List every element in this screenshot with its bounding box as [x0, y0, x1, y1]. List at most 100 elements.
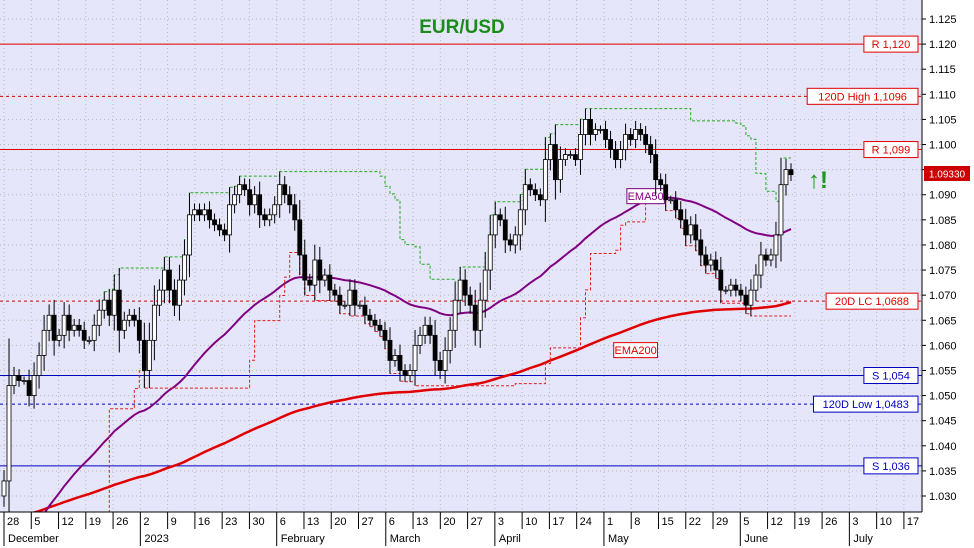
- candle-body: [156, 289, 162, 306]
- level-label-box: [863, 366, 919, 384]
- candle-body: [96, 309, 102, 326]
- candle-body: [126, 314, 132, 321]
- candle-body: [252, 194, 258, 206]
- candle-body: [202, 209, 207, 216]
- last-price-label: 1.09330: [929, 170, 966, 181]
- candle-body: [763, 254, 769, 261]
- candle-body: [653, 154, 659, 181]
- candle-body: [232, 194, 237, 206]
- candle-body: [242, 184, 248, 191]
- candle-body: [1, 480, 7, 497]
- candle-body: [638, 129, 644, 135]
- candle-body: [312, 259, 318, 286]
- chart-title: EUR/USD: [419, 17, 505, 38]
- candle-body: [51, 314, 57, 341]
- candle-body: [467, 294, 473, 306]
- candle-body: [392, 355, 398, 361]
- candle-body: [768, 254, 774, 261]
- level-lines: [0, 43, 922, 467]
- candle-body: [507, 239, 513, 246]
- candle-body: [432, 334, 438, 361]
- candle-body: [753, 274, 759, 291]
- plot-background: [0, 0, 922, 512]
- candle-body: [106, 299, 112, 316]
- x-axis: 28 5 12 19 26 2 9 16 23 30 6 13 20 27 6 13 20 27 3 10 17 24 1 8…: [0, 511, 922, 548]
- x-tick-label: 6: [280, 516, 286, 528]
- candle-body: [492, 214, 498, 236]
- candle-body: [387, 339, 393, 361]
- candle-body: [688, 224, 694, 236]
- candle-body: [588, 119, 593, 135]
- y-tick-label: 1.085: [929, 215, 957, 227]
- x-tick-label: 27: [471, 516, 483, 528]
- candle-body: [262, 214, 268, 221]
- candle-body: [327, 274, 333, 291]
- candle-body: [307, 279, 313, 286]
- candle-body: [337, 294, 343, 306]
- x-tick-label: 30: [252, 516, 264, 528]
- x-tick-label: 2: [143, 516, 149, 528]
- candle-body: [558, 159, 563, 181]
- candle-body: [237, 184, 242, 196]
- candle-body: [317, 259, 323, 281]
- candle-body: [678, 209, 684, 221]
- month-label: May: [608, 533, 629, 545]
- candle-body: [778, 184, 784, 236]
- candle-body: [212, 219, 217, 226]
- candle-body: [683, 219, 689, 236]
- candle-body: [101, 299, 107, 311]
- y-tick-label: 1.050: [929, 391, 957, 403]
- level-label: S 1,054: [872, 370, 910, 382]
- candle-body: [472, 304, 478, 331]
- candle-body: [257, 194, 263, 216]
- candle-body: [81, 329, 87, 341]
- candle-body: [568, 154, 573, 156]
- y-tick-label: 1.115: [929, 64, 956, 76]
- candle-body: [141, 339, 147, 371]
- candle-body: [352, 289, 358, 306]
- candle-body: [553, 144, 558, 181]
- x-tick-label: 20: [443, 516, 455, 528]
- x-tick-label: 26: [116, 516, 128, 528]
- candle-body: [542, 159, 548, 201]
- candle-body: [783, 169, 789, 186]
- candle-body: [417, 334, 423, 346]
- candle-body: [357, 304, 363, 307]
- x-tick-label: 28: [7, 516, 19, 528]
- candle-body: [407, 370, 413, 376]
- candle-body: [693, 224, 699, 241]
- candle-body: [76, 324, 82, 331]
- y-tick-label: 1.100: [929, 140, 957, 152]
- month-label: 2023: [144, 533, 168, 545]
- month-label: December: [8, 533, 59, 545]
- candle-body: [322, 274, 328, 281]
- candle-body: [573, 154, 578, 160]
- y-tick-label: 1.070: [929, 290, 957, 302]
- level-label: 20D LC 1,0688: [835, 296, 909, 308]
- y-tick-label: 1.075: [929, 265, 957, 277]
- candle-body: [342, 304, 348, 307]
- candle-body: [31, 375, 37, 396]
- x-tick-label: 19: [89, 516, 101, 528]
- candle-body: [362, 304, 368, 316]
- candle-body: [182, 254, 187, 281]
- x-tick-label: 19: [798, 516, 810, 528]
- candle-body: [21, 380, 27, 382]
- candle-body: [272, 204, 278, 216]
- candle-body: [111, 289, 117, 316]
- candle-body: [71, 324, 77, 331]
- candle-body: [698, 239, 704, 256]
- x-tick-label: 27: [362, 516, 374, 528]
- x-tick-label: 15: [661, 516, 673, 528]
- y-tick-label: 1.125: [929, 14, 957, 26]
- candle-body: [222, 229, 227, 236]
- candle-body: [197, 209, 202, 216]
- candle-body: [547, 144, 553, 160]
- candle-body: [297, 219, 303, 256]
- month-label: February: [281, 533, 326, 545]
- candle-body: [703, 254, 709, 266]
- x-tick-label: 5: [743, 516, 749, 528]
- candle-body: [643, 134, 649, 145]
- candle-body: [522, 184, 528, 211]
